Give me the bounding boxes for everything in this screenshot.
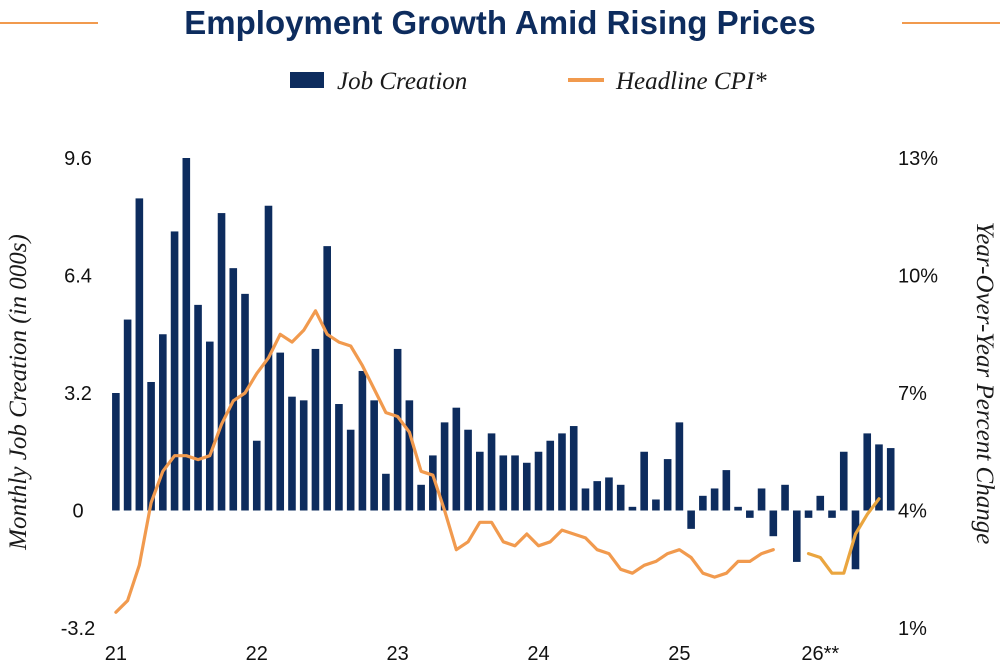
job-creation-bar [182, 158, 191, 511]
job-creation-bar [875, 444, 883, 511]
job-creation-bar [581, 488, 590, 511]
job-creation-bar [746, 510, 754, 518]
job-creation-bar [628, 506, 637, 511]
job-creation-bar [358, 370, 367, 511]
job-creation-bar [440, 422, 449, 511]
job-creation-bar [734, 506, 742, 511]
job-creation-bar [886, 448, 895, 511]
job-creation-bar [464, 429, 472, 511]
right-axis-title: Year-Over-Year Percent Change [971, 222, 998, 545]
job-creation-bar [112, 393, 120, 511]
job-creation-bar [299, 400, 308, 511]
job-creation-bar [194, 304, 202, 511]
headline-cpi-lines [114, 309, 881, 614]
job-creation-bar [605, 477, 613, 511]
job-creation-bar [405, 400, 414, 511]
job-creation-bar [792, 510, 801, 562]
job-creation-bar [851, 510, 860, 570]
right-tick-label: 7% [898, 383, 927, 405]
legend-label-headline-cpi: Headline CPI* [615, 68, 767, 95]
legend-swatch-job-creation [290, 72, 324, 88]
right-tick-label: 1% [898, 618, 927, 640]
job-creation-bar [839, 451, 848, 511]
x-tick-label: 25 [668, 643, 690, 665]
left-tick-label: 0 [72, 501, 83, 523]
job-creation-bar [159, 334, 167, 511]
job-creation-bar [288, 396, 296, 511]
job-creation-bar [205, 341, 214, 511]
job-creation-bar [781, 484, 789, 511]
job-creation-bar [452, 407, 461, 511]
job-creation-bar [276, 352, 285, 511]
x-tick-label: 23 [387, 643, 409, 665]
x-tick-label: 22 [246, 643, 268, 665]
headline-cpi-forecast-line [806, 497, 881, 575]
x-axis-ticks: 21 22 23 24 25 26** [105, 643, 840, 665]
job-creation-bar [335, 404, 343, 511]
job-creation-bar [252, 440, 261, 511]
job-creation-bar [699, 495, 707, 511]
job-creation-bar [217, 213, 226, 511]
job-creation-bar [311, 348, 320, 511]
job-creation-bar [241, 293, 249, 511]
job-creation-bar [323, 246, 331, 511]
job-creation-bar [675, 422, 684, 511]
job-creation-bar [804, 510, 813, 518]
job-creation-bar [769, 510, 778, 537]
chart-title: Employment Growth Amid Rising Prices [184, 4, 815, 41]
job-creation-bar [722, 470, 731, 511]
job-creation-bar [569, 426, 578, 511]
job-creation-bar [135, 198, 144, 511]
job-creation-bar [123, 319, 132, 511]
job-creation-bar [499, 455, 508, 511]
legend-label-job-creation: Job Creation [337, 68, 467, 95]
job-creation-bar [522, 462, 531, 511]
job-creation-bar [487, 433, 496, 511]
x-tick-label: 21 [105, 643, 127, 665]
job-creation-bar [511, 455, 519, 511]
job-creation-bar [816, 495, 825, 511]
job-creation-bar [558, 433, 566, 511]
left-tick-label: -3.2 [61, 618, 95, 640]
x-tick-label: 24 [527, 643, 549, 665]
job-creation-bar [429, 455, 437, 511]
job-creation-bar [863, 433, 872, 511]
job-creation-bar [757, 488, 766, 511]
job-creation-bar [593, 481, 602, 511]
job-creation-bar [417, 484, 425, 511]
job-creation-bar [346, 429, 355, 511]
job-creation-bar [828, 510, 836, 518]
right-tick-label: 10% [898, 266, 938, 288]
job-creation-bar [147, 381, 155, 511]
right-tick-label: 13% [898, 148, 938, 170]
job-creation-bar [229, 268, 238, 511]
legend: Job Creation Headline CPI* [290, 68, 767, 95]
job-creation-bar [382, 473, 390, 511]
job-creation-bar [616, 484, 625, 511]
right-tick-label: 4% [898, 501, 927, 523]
left-tick-label: 9.6 [64, 148, 92, 170]
job-creation-bars [112, 158, 895, 570]
left-axis-title: Monthly Job Creation (in 000s) [5, 234, 32, 551]
job-creation-bar [534, 451, 543, 511]
left-tick-label: 6.4 [64, 266, 92, 288]
left-axis-ticks: 9.6 6.4 3.2 0 -3.2 [61, 148, 95, 640]
job-creation-bar [546, 440, 555, 511]
job-creation-bar [370, 400, 378, 511]
left-tick-label: 3.2 [64, 383, 92, 405]
job-creation-bar [393, 348, 402, 511]
right-axis-ticks: 13% 10% 7% 4% 1% [898, 148, 938, 640]
job-creation-bar [710, 488, 719, 511]
job-creation-bar [652, 499, 660, 511]
headline-cpi-line [114, 309, 775, 614]
job-creation-bar [687, 510, 695, 529]
x-tick-label: 26** [801, 643, 839, 665]
job-creation-bar [640, 451, 648, 511]
job-creation-bar [170, 231, 179, 511]
job-creation-bar [476, 451, 484, 511]
job-creation-bar [663, 459, 672, 511]
